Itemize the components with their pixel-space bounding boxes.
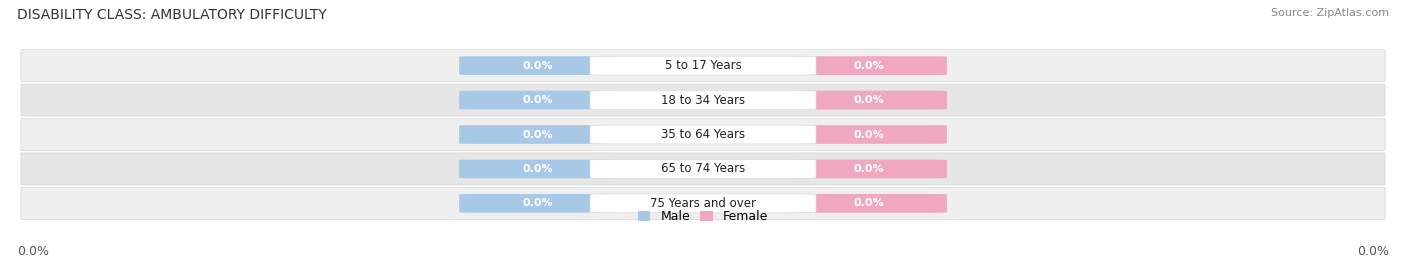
- Text: 75 Years and over: 75 Years and over: [650, 197, 756, 210]
- Text: 0.0%: 0.0%: [523, 129, 553, 140]
- Text: 65 to 74 Years: 65 to 74 Years: [661, 162, 745, 175]
- Text: 0.0%: 0.0%: [523, 95, 553, 105]
- Text: 0.0%: 0.0%: [853, 129, 883, 140]
- FancyBboxPatch shape: [790, 125, 946, 144]
- FancyBboxPatch shape: [460, 91, 616, 109]
- FancyBboxPatch shape: [460, 194, 616, 213]
- FancyBboxPatch shape: [790, 160, 946, 178]
- FancyBboxPatch shape: [21, 187, 1385, 220]
- FancyBboxPatch shape: [591, 160, 815, 178]
- FancyBboxPatch shape: [460, 160, 616, 178]
- FancyBboxPatch shape: [21, 118, 1385, 151]
- Text: 0.0%: 0.0%: [853, 95, 883, 105]
- Text: 0.0%: 0.0%: [523, 61, 553, 71]
- FancyBboxPatch shape: [790, 91, 946, 109]
- FancyBboxPatch shape: [460, 125, 616, 144]
- FancyBboxPatch shape: [591, 125, 815, 144]
- Text: 0.0%: 0.0%: [853, 164, 883, 174]
- FancyBboxPatch shape: [591, 194, 815, 213]
- Legend: Male, Female: Male, Female: [633, 205, 773, 228]
- FancyBboxPatch shape: [790, 194, 946, 213]
- FancyBboxPatch shape: [21, 153, 1385, 185]
- Text: 0.0%: 0.0%: [1357, 245, 1389, 258]
- FancyBboxPatch shape: [591, 56, 815, 75]
- Text: DISABILITY CLASS: AMBULATORY DIFFICULTY: DISABILITY CLASS: AMBULATORY DIFFICULTY: [17, 8, 326, 22]
- Text: 0.0%: 0.0%: [523, 164, 553, 174]
- Text: 0.0%: 0.0%: [523, 198, 553, 208]
- Text: 0.0%: 0.0%: [853, 61, 883, 71]
- FancyBboxPatch shape: [591, 91, 815, 109]
- Text: 18 to 34 Years: 18 to 34 Years: [661, 94, 745, 107]
- Text: 0.0%: 0.0%: [853, 198, 883, 208]
- Text: 35 to 64 Years: 35 to 64 Years: [661, 128, 745, 141]
- Text: 0.0%: 0.0%: [17, 245, 49, 258]
- Text: Source: ZipAtlas.com: Source: ZipAtlas.com: [1271, 8, 1389, 18]
- FancyBboxPatch shape: [21, 84, 1385, 116]
- Text: 5 to 17 Years: 5 to 17 Years: [665, 59, 741, 72]
- FancyBboxPatch shape: [21, 49, 1385, 82]
- FancyBboxPatch shape: [790, 56, 946, 75]
- FancyBboxPatch shape: [460, 56, 616, 75]
